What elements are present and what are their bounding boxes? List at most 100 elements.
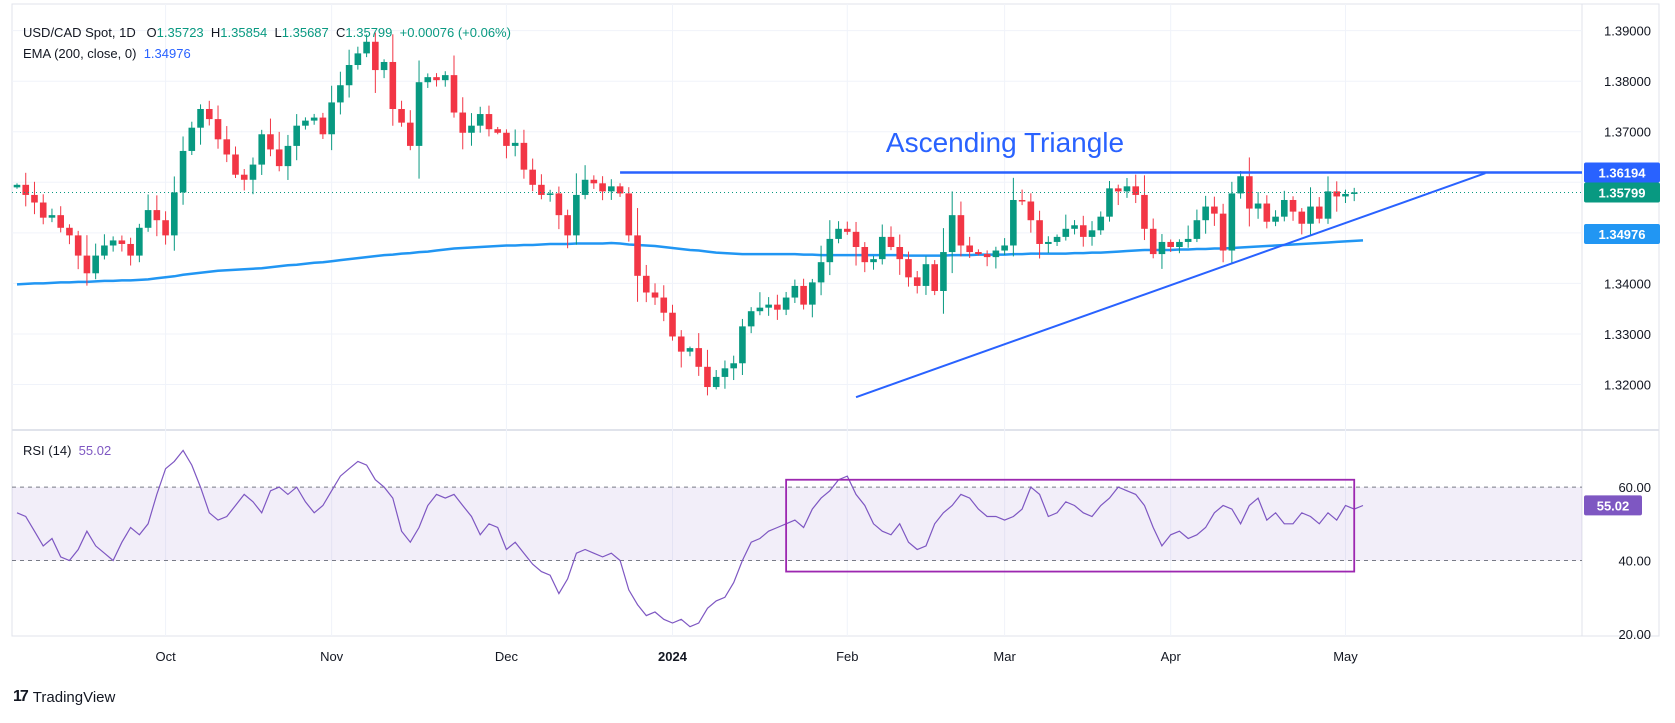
candle-body [232,154,239,175]
candle-body [214,119,222,140]
symbol-label[interactable]: USD/CAD Spot, 1D [23,25,136,40]
candle-body [162,220,169,236]
rsi-series-group [16,449,1364,628]
ema-legend[interactable]: EMA (200, close, 0) 1.34976 [23,46,191,61]
annotation-ascending-triangle: Ascending Triangle [886,127,1124,158]
candle-body [284,145,292,167]
candle-body [896,247,904,260]
candle-body [1062,228,1070,237]
candle-body [127,243,134,256]
candle-body [1045,241,1052,244]
candle-body [782,297,790,310]
candle-body [48,215,56,218]
price-tick-label: 1.33000 [1604,327,1651,342]
price-label: 1.36194 [1599,165,1647,180]
candle-body [1237,176,1244,194]
candle-body [861,247,869,263]
candle-body [564,215,571,236]
x-tick-label: Dec [495,649,519,664]
candle-body [721,368,729,377]
candle-body [450,75,458,113]
candle-body [555,193,563,216]
candle-body [1123,186,1131,192]
close-label: C [336,25,346,40]
rsi-band-fill [12,487,1582,561]
candle-body [389,61,397,109]
x-tick-label: Mar [993,649,1016,664]
candle-body [310,117,318,121]
price-tick-label: 1.34000 [1604,276,1651,291]
candle-body [817,262,825,283]
price-label: 1.34976 [1599,227,1646,242]
candle-body [1176,241,1183,248]
candle-body [826,238,834,263]
tradingview-logo[interactable]: 17 TradingView [13,688,115,706]
candle-body [765,304,772,308]
candle-body [1333,191,1341,197]
candle-body [1053,236,1061,242]
price-label: 1.35799 [1599,185,1646,200]
candle-body [835,228,842,239]
candle-body [407,122,414,146]
candle-body [1289,199,1297,212]
candle-body [520,142,528,170]
candle-body [92,255,99,274]
candle-body [634,235,641,276]
candle-body [1097,216,1105,231]
candle-body [913,277,921,286]
candle-body [275,149,283,167]
candle-body [205,108,213,120]
price-label-box [1584,224,1660,245]
candle-body [1158,241,1166,255]
x-tick-label: Feb [836,649,858,664]
candle-body [328,102,335,135]
candle-body [1079,225,1087,237]
candle-body [1254,203,1262,209]
candle-body [878,236,886,260]
candle-body [1246,176,1253,209]
candles [13,32,1358,396]
open-label: O [146,25,157,40]
grid [11,3,1660,637]
candle-body [677,336,685,352]
candle-body [171,192,178,236]
candle-body [1114,188,1122,192]
candle-body [590,179,598,184]
candle-body [1342,193,1349,197]
ema-200-line [16,239,1364,286]
ohlc-legend: USD/CAD Spot, 1D O1.35723 H1.35854 L1.35… [23,25,511,40]
candle-body [74,235,82,256]
candle-body [1350,192,1358,194]
candle-body [1228,193,1236,251]
candle-body [1324,191,1332,219]
price-label-box [1584,162,1660,183]
candle-body [1184,238,1192,242]
candle-body [153,210,161,221]
candle-body [1149,228,1157,255]
candle-body [1141,194,1148,229]
candle-body [511,142,519,146]
candle-body [651,292,659,298]
candle-body [57,215,64,228]
candle-body [686,348,694,352]
open-value: 1.35723 [156,25,204,40]
candle-body [136,227,143,256]
candle-body [240,174,248,180]
candle-body [712,376,720,388]
candle-body [1132,186,1140,195]
candle-body [966,245,973,253]
candle-body [870,259,877,263]
candle-body [363,41,370,54]
axes: Oct Nov Dec 2024 Feb Mar Apr May 1.39000 1.38000 1… [155,24,1660,664]
candle-body [415,82,423,146]
candle-body [144,210,152,228]
candle-body [940,252,947,291]
candle-body [739,326,746,364]
candle-body [756,307,764,312]
candle-body [258,134,266,165]
candle-body [844,228,851,232]
candle-body [197,108,204,128]
rsi-legend[interactable]: RSI (14) 55.02 [23,443,111,458]
